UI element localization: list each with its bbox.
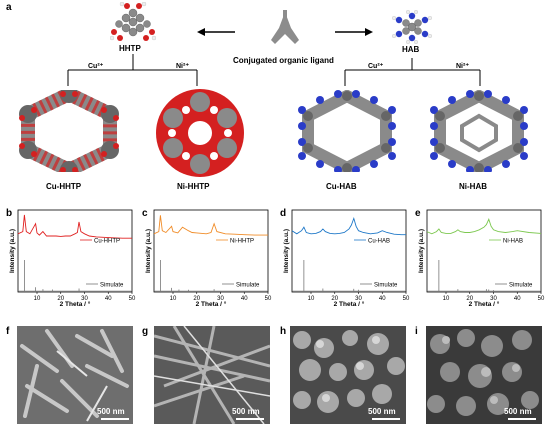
x-tick-label: 20 bbox=[331, 296, 338, 302]
x-axis-label: 2 Theta / ° bbox=[469, 300, 500, 306]
sem-image-cu-hab: 500 nm bbox=[290, 326, 406, 424]
x-tick-label: 30 bbox=[355, 296, 362, 302]
plot-frame bbox=[291, 209, 407, 293]
hab-label: HAB bbox=[402, 45, 420, 54]
xrd-chart-cu-hab: Cu-HAB Simulate 10 20 30 40 50 2 Theta / ° Inten… bbox=[283, 209, 410, 306]
x-axis-label: 2 Theta / ° bbox=[60, 300, 91, 306]
branch-lines bbox=[67, 54, 481, 86]
series-line-experimental bbox=[153, 215, 268, 236]
legend-label-experimental: Ni-HAB bbox=[503, 239, 523, 245]
cu-ion-label-left: Cu²⁺ bbox=[88, 63, 104, 70]
cu-ion-label-right: Cu²⁺ bbox=[368, 63, 384, 70]
panel-label-b: b bbox=[6, 208, 13, 219]
plot-frame bbox=[17, 209, 133, 293]
x-tick-label: 50 bbox=[538, 296, 545, 302]
panel-label-e: e bbox=[415, 208, 421, 219]
xrd-chart-cu-hhtp: Cu-HHTP Simulate 10 20 30 40 50 2 Theta / ° Inte… bbox=[9, 209, 136, 306]
scale-bar bbox=[508, 418, 536, 420]
x-tick-label: 40 bbox=[105, 296, 112, 302]
series-line-experimental bbox=[291, 216, 406, 236]
sem-image-cu-hhtp: 500 nm bbox=[17, 326, 133, 424]
panel-label-c: c bbox=[142, 208, 148, 219]
panel-label-h: h bbox=[280, 326, 287, 337]
y-axis-label: Intensity (a.u.) bbox=[283, 229, 290, 273]
scale-label: 500 nm bbox=[504, 407, 532, 416]
scale-bar bbox=[372, 418, 400, 420]
y-axis-label: Intensity (a.u.) bbox=[145, 229, 152, 273]
scale-bar bbox=[101, 418, 129, 420]
sem-image-ni-hab: 500 nm bbox=[426, 326, 542, 424]
xrd-chart-ni-hab: Ni-HAB Simulate 10 20 30 40 50 2 Theta / ° Inten… bbox=[418, 209, 545, 306]
ligand-caption: Conjugated organic ligand bbox=[233, 56, 334, 65]
x-tick-label: 10 bbox=[34, 296, 41, 302]
x-tick-label: 20 bbox=[193, 296, 200, 302]
panel-label-i: i bbox=[415, 326, 418, 337]
legend-label-simulate: Simulate bbox=[509, 283, 533, 289]
x-tick-label: 10 bbox=[443, 296, 450, 302]
x-tick-label: 30 bbox=[81, 296, 88, 302]
ligand-tripod-icon bbox=[271, 10, 299, 44]
ni-hab-structure-image bbox=[430, 90, 528, 172]
y-axis-label: Intensity (a.u.) bbox=[418, 229, 425, 273]
scale-label: 500 nm bbox=[97, 407, 125, 416]
panel-label-g: g bbox=[142, 326, 149, 337]
x-tick-label: 20 bbox=[57, 296, 64, 302]
x-tick-label: 40 bbox=[241, 296, 248, 302]
legend-label-simulate: Simulate bbox=[374, 283, 398, 289]
hhtp-label: HHTP bbox=[119, 44, 141, 53]
hhtp-molecule-image bbox=[110, 2, 156, 41]
x-tick-label: 20 bbox=[466, 296, 473, 302]
scale-label: 500 nm bbox=[368, 407, 396, 416]
panel-label-d: d bbox=[280, 208, 287, 219]
x-tick-label: 30 bbox=[490, 296, 497, 302]
cu-hab-structure-image bbox=[298, 90, 396, 172]
x-tick-label: 30 bbox=[217, 296, 224, 302]
panel-label-f: f bbox=[6, 326, 10, 337]
ligand-arrows-graphic bbox=[197, 10, 373, 44]
hab-molecule-image bbox=[392, 10, 432, 44]
x-tick-label: 10 bbox=[170, 296, 177, 302]
x-axis-label: 2 Theta / ° bbox=[334, 300, 365, 306]
legend-label-experimental: Cu-HAB bbox=[368, 239, 390, 245]
panel-label-a: a bbox=[6, 2, 12, 13]
x-tick-label: 50 bbox=[403, 296, 410, 302]
ni-ion-label-left: Ni²⁺ bbox=[176, 63, 190, 70]
ni-ion-label-right: Ni²⁺ bbox=[456, 63, 470, 70]
series-line-experimental bbox=[17, 214, 132, 239]
x-tick-label: 50 bbox=[265, 296, 272, 302]
series-line-experimental bbox=[426, 218, 542, 235]
cu-hhtp-structure-image bbox=[19, 90, 119, 172]
x-tick-label: 10 bbox=[308, 296, 315, 302]
scale-label: 500 nm bbox=[232, 407, 260, 416]
framework-label-ni-hhtp: Ni-HHTP bbox=[177, 182, 210, 191]
ni-hhtp-structure-image bbox=[156, 89, 244, 177]
xrd-chart-ni-hhtp: Ni-HHTP Simulate 10 20 30 40 50 2 Theta / ° Inte… bbox=[145, 209, 272, 306]
legend-label-simulate: Simulate bbox=[100, 283, 124, 289]
plot-frame bbox=[153, 209, 269, 293]
legend-label-simulate: Simulate bbox=[236, 283, 260, 289]
framework-label-cu-hab: Cu-HAB bbox=[326, 182, 357, 191]
x-tick-label: 40 bbox=[379, 296, 386, 302]
framework-label-cu-hhtp: Cu-HHTP bbox=[46, 182, 82, 191]
x-axis-label: 2 Theta / ° bbox=[196, 300, 227, 306]
x-tick-label: 40 bbox=[514, 296, 521, 302]
plot-frame bbox=[426, 209, 542, 293]
y-axis-label: Intensity (a.u.) bbox=[9, 229, 16, 273]
scale-bar bbox=[236, 418, 264, 420]
legend-label-experimental: Ni-HHTP bbox=[230, 239, 254, 245]
sem-image-ni-hhtp: 500 nm bbox=[154, 326, 270, 424]
legend-label-experimental: Cu-HHTP bbox=[94, 239, 120, 245]
framework-label-ni-hab: Ni-HAB bbox=[459, 182, 487, 191]
x-tick-label: 50 bbox=[129, 296, 136, 302]
